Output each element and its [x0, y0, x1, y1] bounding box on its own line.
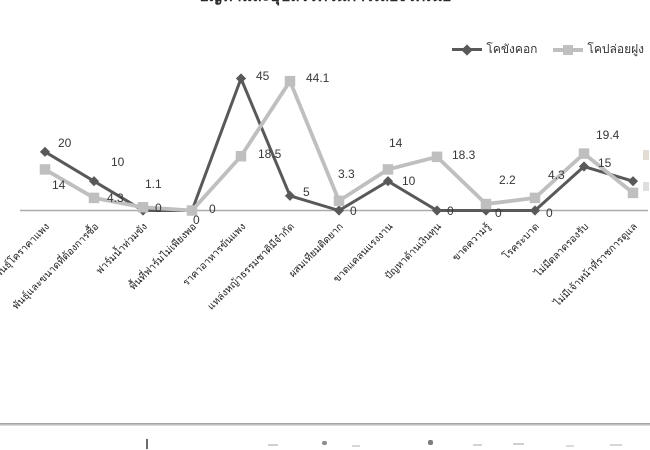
text-fragment — [513, 443, 524, 445]
text-fragment — [610, 444, 622, 446]
data-label: 2.2 — [499, 173, 516, 188]
text-fragment — [268, 444, 278, 446]
data-point-marker — [39, 164, 51, 175]
data-label: 0 — [447, 203, 454, 218]
text-fragment — [428, 440, 433, 445]
data-label: 10 — [111, 155, 125, 170]
data-label: 19.4 — [596, 127, 620, 142]
data-label: 18.5 — [258, 147, 282, 162]
data-point-marker — [88, 192, 100, 204]
data-point-marker — [431, 151, 443, 163]
legend-line-series1 — [452, 43, 483, 56]
legend-label-series1: โคขังคอก — [486, 42, 538, 56]
data-label: 18.3 — [452, 147, 476, 162]
data-point-marker — [627, 187, 639, 199]
data-label: 4.3 — [548, 167, 565, 182]
data-label: 0 — [495, 205, 502, 220]
data-point-marker — [137, 202, 149, 213]
data-point-marker — [39, 146, 51, 157]
text-fragment — [473, 444, 482, 446]
series-line-2 — [43, 79, 635, 213]
data-label: 0 — [350, 203, 357, 218]
legend-item-series2: โคปล่อยฝูง — [553, 40, 644, 59]
text-fragment — [643, 182, 649, 191]
data-label: 0 — [193, 212, 200, 227]
data-label: 0 — [155, 200, 162, 215]
data-point-marker — [578, 148, 590, 159]
data-point-marker — [529, 192, 541, 204]
data-point-marker — [333, 195, 345, 207]
data-label: 10 — [402, 174, 416, 189]
legend-square-icon — [563, 44, 574, 55]
data-label: 14 — [52, 178, 66, 193]
data-label: 5 — [303, 184, 310, 199]
data-point-marker — [235, 150, 247, 162]
data-point-marker — [382, 164, 394, 175]
data-point-marker — [480, 198, 492, 210]
text-fragment — [146, 439, 148, 449]
data-label: 3.3 — [338, 166, 355, 181]
data-label: 0 — [209, 201, 216, 216]
legend-line-series2 — [553, 44, 584, 55]
bottom-divider — [0, 423, 650, 426]
data-label: 14 — [389, 136, 403, 151]
data-label: 4.3 — [107, 190, 124, 205]
text-fragment — [643, 150, 649, 160]
data-label: 44.1 — [306, 71, 330, 86]
data-point-marker — [284, 190, 296, 201]
text-fragment — [352, 445, 360, 447]
legend-label-series2: โคปล่อยฝูง — [587, 42, 644, 56]
data-point-marker — [235, 73, 247, 84]
data-point-marker — [284, 75, 296, 87]
text-fragment — [566, 445, 574, 447]
data-label: 0 — [546, 205, 553, 220]
data-point-marker — [88, 176, 100, 187]
data-label: 1.1 — [145, 177, 162, 192]
data-label: 20 — [58, 135, 72, 150]
data-label: 45 — [256, 68, 270, 83]
data-point-marker — [382, 176, 394, 187]
data-label: 15 — [598, 155, 612, 170]
data-point-marker — [627, 176, 639, 187]
chart-title: ปัญหาและอุปสรรคในการเลี้ยงโคเนื้อ — [0, 0, 650, 7]
chart-legend: โคขังคอก โคปล่อยฝูง — [452, 40, 644, 59]
data-point-marker — [186, 205, 198, 216]
text-fragment — [322, 441, 327, 445]
legend-item-series1: โคขังคอก — [452, 40, 537, 59]
